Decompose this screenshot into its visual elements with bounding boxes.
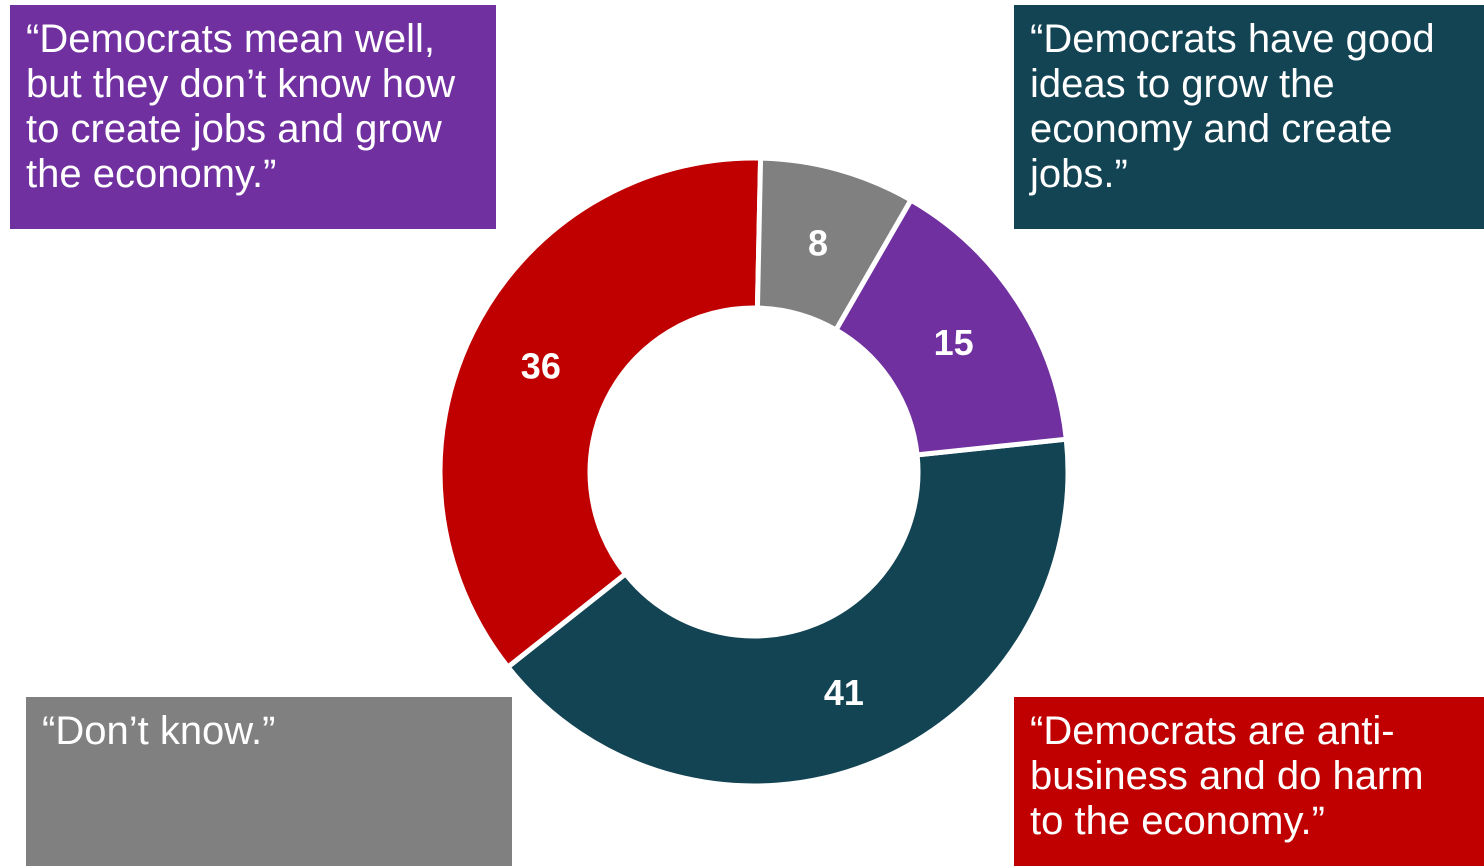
label-good-ideas: “Democrats have good ideas to grow the e… [1014,5,1484,229]
slice-good-ideas [504,436,1071,789]
slice-mean-well [832,196,1070,458]
value-label-dont-know: 8 [808,222,828,263]
value-label-good-ideas: 41 [824,672,864,713]
value-label-anti-business: 36 [521,346,561,387]
label-dont-know: “Don’t know.” [26,697,512,866]
slice-anti-business [437,155,764,671]
label-anti-business: “Democrats are anti-business and do harm… [1014,697,1484,866]
value-label-mean-well: 15 [934,322,974,363]
label-mean-well: “Democrats mean well, but they don’t kno… [10,5,496,229]
